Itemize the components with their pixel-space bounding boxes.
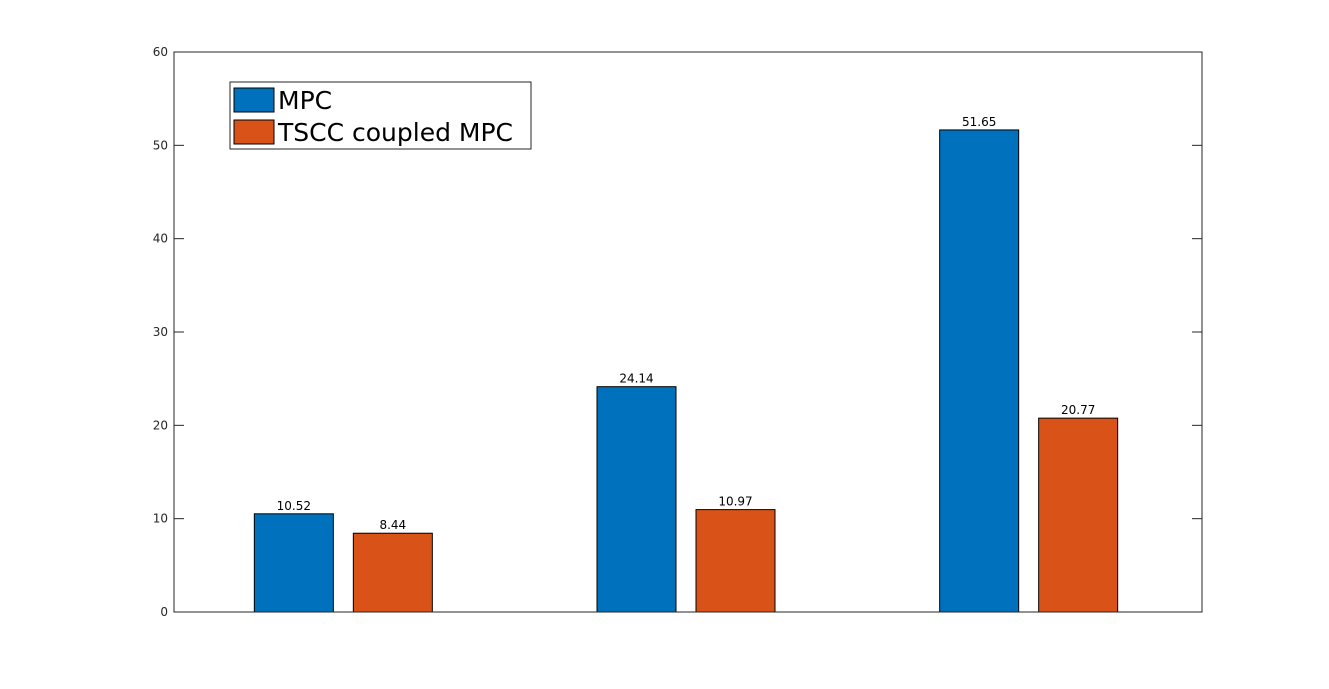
legend-swatch-tscc-coupled-mpc — [233, 119, 275, 145]
bar-tscc-coupled-mpc-1 — [352, 532, 433, 613]
legend-box — [229, 81, 532, 150]
bar-value-label: 10.52 — [277, 499, 311, 513]
bars: 10.52 8.44 24.14 10.97 51.65 20.77 — [253, 115, 1119, 613]
legend-label-mpc: MPC — [278, 86, 332, 115]
bar-tscc-coupled-mpc-3 — [1038, 417, 1119, 613]
y-tick-label: 0 — [160, 605, 168, 619]
y-tick-label: 60 — [153, 45, 168, 59]
legend: MPC TSCC coupled MPC — [229, 81, 532, 150]
bar-value-label: 51.65 — [962, 115, 996, 129]
legend-swatch-mpc — [233, 87, 275, 113]
bar-mpc-2 — [596, 386, 677, 613]
bar-value-label: 24.14 — [619, 372, 653, 386]
y-tick-label: 50 — [153, 138, 168, 152]
y-axis-ticks: 0 10 20 30 40 50 60 — [153, 45, 1202, 619]
bar-value-label: 8.44 — [379, 518, 406, 532]
y-tick-label: 30 — [153, 325, 168, 339]
plot-area-frame — [173, 51, 1203, 613]
bar-mpc-1 — [253, 513, 334, 613]
y-tick-label: 20 — [153, 418, 168, 432]
legend-label-tscc-coupled-mpc: TSCC coupled MPC — [277, 118, 513, 147]
bar-mpc-3 — [939, 129, 1020, 613]
bar-value-label: 20.77 — [1061, 403, 1095, 417]
y-tick-label: 10 — [153, 512, 168, 526]
bar-tscc-coupled-mpc-2 — [695, 509, 776, 613]
y-tick-label: 40 — [153, 232, 168, 246]
bar-value-label: 10.97 — [718, 495, 752, 509]
